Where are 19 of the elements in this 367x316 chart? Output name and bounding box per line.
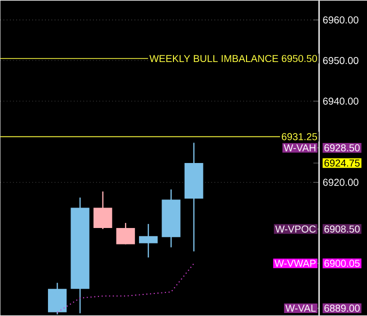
y-tick-label: 6900.05 xyxy=(324,260,360,267)
y-tick-label: 6940.00 xyxy=(323,97,358,104)
annotation: W-VAH xyxy=(284,144,316,152)
y-tick-label: 6889.00 xyxy=(324,304,360,312)
y-tick-label: 6928.50 xyxy=(324,144,360,152)
annotation: W-VPOC xyxy=(275,225,316,232)
y-tick-label: 6960.00 xyxy=(323,16,358,24)
ref-line-label: 6931.25 xyxy=(282,132,318,140)
y-tick-label: 6920.00 xyxy=(323,178,358,186)
y-tick-label: 6950.00 xyxy=(323,56,358,64)
annotation: W-VAL xyxy=(285,304,316,312)
candlestick xyxy=(139,223,158,258)
y-tick-label: 6908.50 xyxy=(324,225,360,232)
candlestick xyxy=(93,190,112,230)
candlestick xyxy=(48,282,67,315)
ref-line-label: WEEKLY BULL IMBALANCE 6950.50 xyxy=(149,54,318,62)
candlestick xyxy=(116,222,135,245)
annotation: W-VWAP xyxy=(274,260,316,267)
y-tick-label: 6924.75 xyxy=(324,159,360,166)
